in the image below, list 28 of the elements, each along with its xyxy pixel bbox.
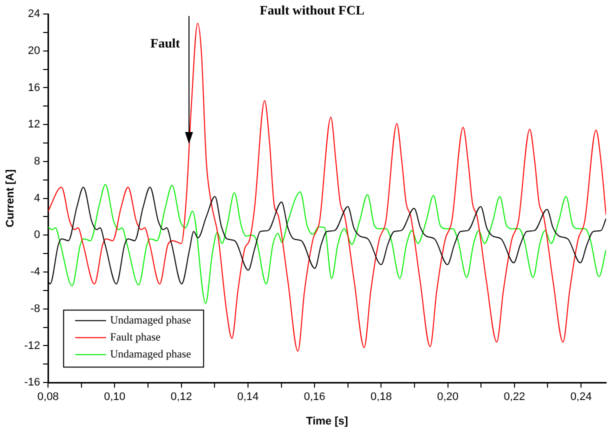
chart-title: Fault without FCL (260, 2, 365, 18)
y-tick-label: -8 (30, 302, 40, 315)
x-tick-label: 0,10 (104, 391, 126, 404)
x-axis-title: Time [s] (306, 415, 348, 428)
y-tick-label: 12 (28, 118, 40, 131)
y-tick-label: -12 (24, 340, 40, 352)
y-tick-label: 0 (34, 229, 40, 242)
line-series (48, 184, 606, 304)
y-tick-label: -16 (24, 376, 40, 389)
x-tick-label: 0,14 (237, 391, 259, 404)
y-axis-title: Current [A] (4, 168, 17, 228)
legend-label: Undamaged phase (110, 314, 192, 326)
y-tick-label: 24 (28, 8, 40, 20)
y-tick-label: -4 (30, 266, 40, 278)
x-tick-label: 0,16 (304, 391, 326, 404)
legend-label: Fault phase (110, 331, 161, 344)
x-tick-label: 0,18 (370, 391, 392, 404)
x-tick-label: 0,20 (437, 391, 458, 404)
y-tick-label: 16 (28, 82, 40, 94)
y-tick-label: 20 (28, 44, 40, 57)
x-tick-label: 0,22 (504, 391, 526, 404)
x-tick-label: 0,12 (170, 391, 192, 404)
y-tick-label: 4 (34, 192, 40, 204)
legend-label: Undamaged phase (110, 348, 192, 360)
x-tick-label: 0,08 (37, 391, 59, 404)
x-tick-label: 0,24 (570, 391, 592, 404)
annotation: Fault (150, 35, 181, 50)
y-tick-label: 8 (34, 155, 40, 168)
